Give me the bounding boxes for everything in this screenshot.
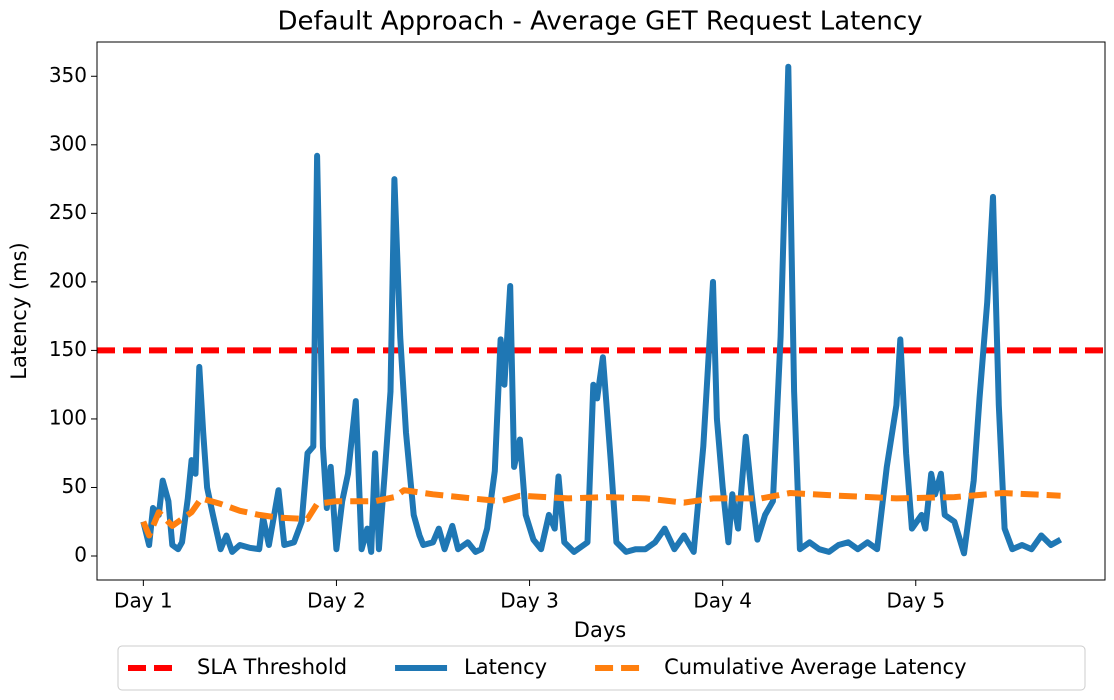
- y-axis-label: Latency (ms): [7, 242, 31, 379]
- legend-label: Cumulative Average Latency: [664, 655, 966, 679]
- legend-label: SLA Threshold: [197, 655, 347, 679]
- y-tick-label: 100: [49, 405, 87, 429]
- plot-area: [97, 63, 1105, 557]
- chart-title: Default Approach - Average GET Request L…: [277, 7, 922, 37]
- y-tick-label: 0: [74, 543, 87, 567]
- y-tick-label: 200: [49, 268, 87, 292]
- y-tick-label: 350: [49, 63, 87, 87]
- x-tick-label: Day 4: [693, 589, 752, 613]
- x-tick-label: Day 1: [114, 589, 173, 613]
- series-line: [140, 63, 1063, 557]
- y-tick-label: 50: [62, 474, 87, 498]
- y-tick-label: 300: [49, 131, 87, 155]
- x-tick-label: Day 3: [500, 589, 559, 613]
- plot-frame: [96, 41, 1106, 581]
- y-tick-label: 250: [49, 200, 87, 224]
- x-tick-label: Day 2: [307, 589, 366, 613]
- y-tick-label: 150: [49, 337, 87, 361]
- x-axis-label: Days: [574, 618, 626, 642]
- legend-label: Latency: [464, 655, 547, 679]
- x-tick-label: Day 5: [886, 589, 945, 613]
